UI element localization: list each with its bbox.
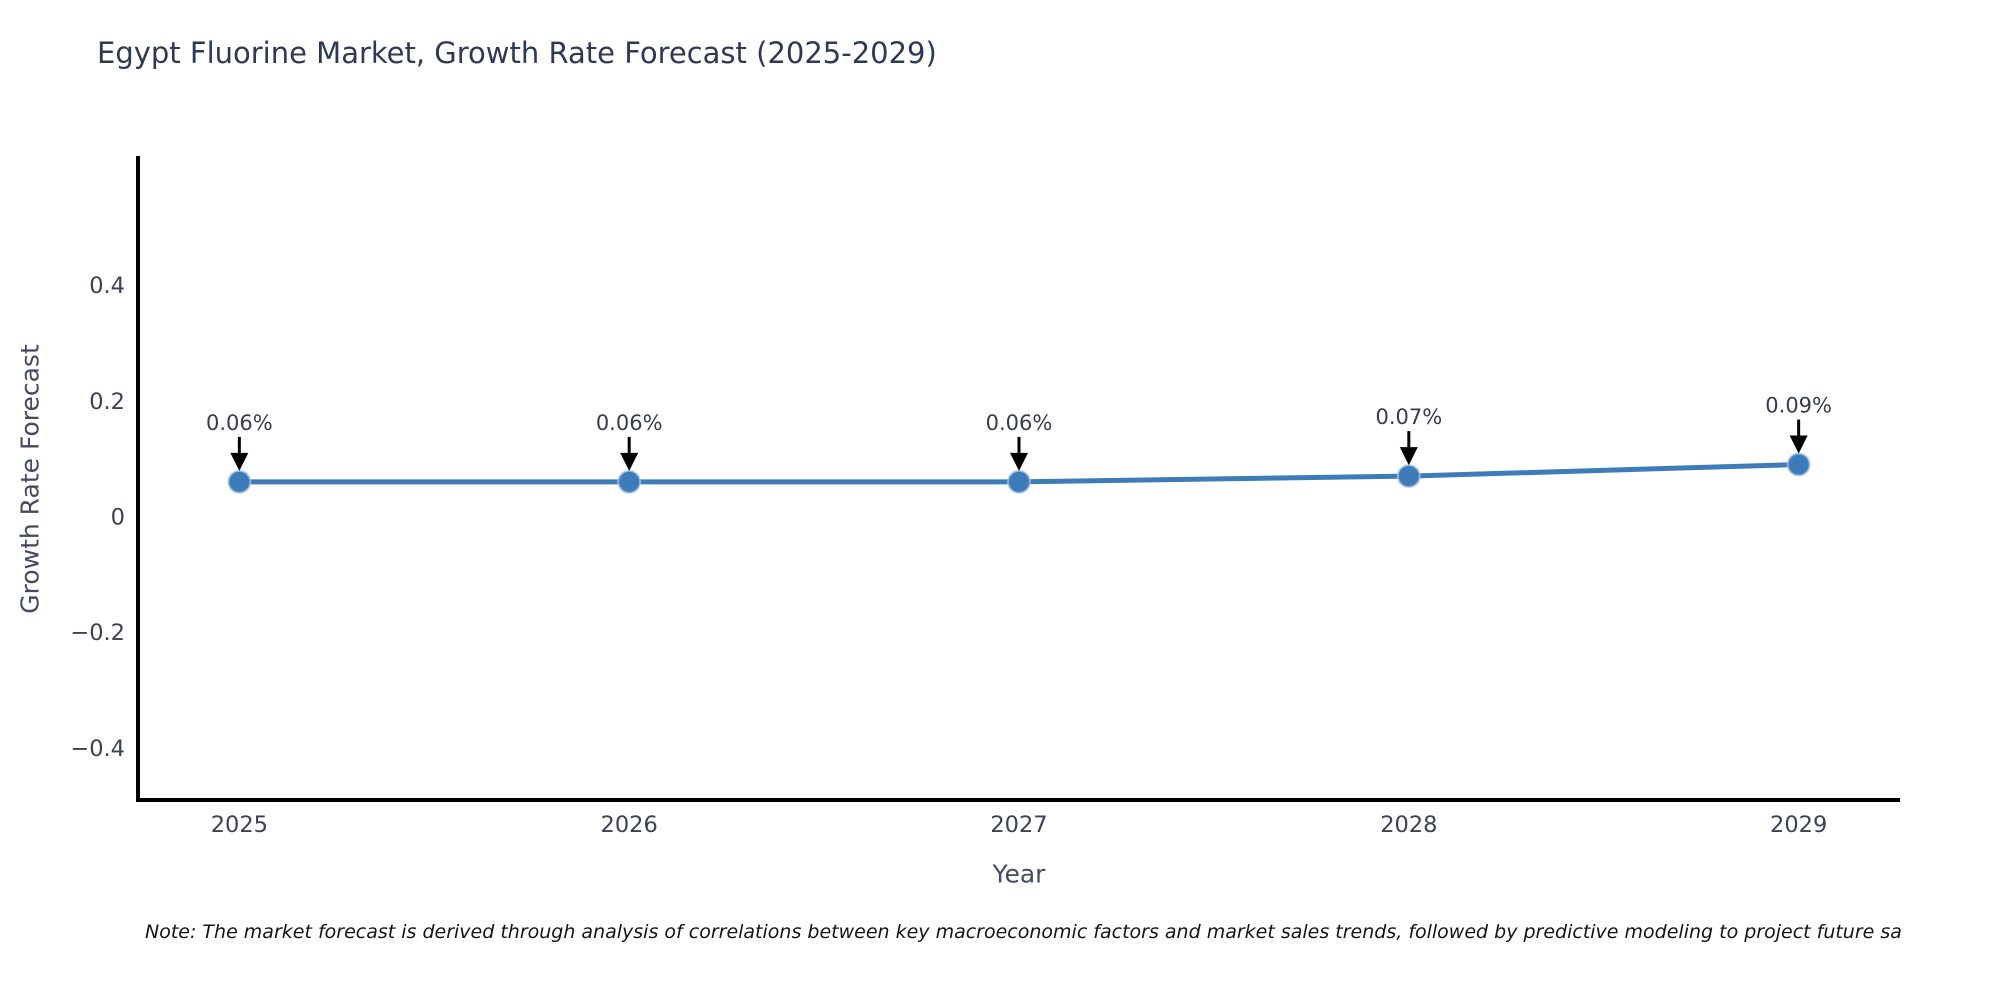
data-point: [1786, 452, 1811, 477]
y-tick-label: 0: [111, 504, 125, 530]
footnote: Note: The market forecast is derived thr…: [145, 921, 1902, 943]
annotation-arrowhead: [230, 452, 249, 471]
annotation-arrowhead: [1789, 435, 1808, 454]
point-value-label: 0.06%: [206, 411, 273, 435]
annotation-arrowhead: [620, 452, 639, 471]
data-point: [617, 469, 642, 494]
x-tick-label: 2028: [1380, 812, 1437, 838]
data-point: [1396, 464, 1421, 489]
y-tick-label: −0.4: [70, 736, 125, 762]
x-tick-label: 2026: [601, 812, 658, 838]
x-tick-label: 2029: [1770, 812, 1827, 838]
data-point: [227, 469, 252, 494]
chart-title: Egypt Fluorine Market, Growth Rate Forec…: [97, 36, 937, 70]
y-tick-label: −0.2: [70, 620, 125, 646]
annotation-arrowhead: [1010, 452, 1028, 471]
point-value-label: 0.06%: [986, 411, 1053, 435]
y-tick-label: 0.2: [89, 389, 125, 415]
x-tick-label: 2025: [211, 812, 268, 838]
y-tick-label: 0.4: [89, 273, 125, 299]
point-value-label: 0.06%: [596, 411, 663, 435]
data-point: [1007, 469, 1031, 494]
x-tick-label: 2027: [990, 812, 1047, 838]
point-value-label: 0.09%: [1765, 394, 1832, 418]
x-axis-title: Year: [992, 859, 1046, 889]
annotation-arrowhead: [1399, 447, 1418, 466]
point-value-label: 0.07%: [1375, 405, 1442, 429]
